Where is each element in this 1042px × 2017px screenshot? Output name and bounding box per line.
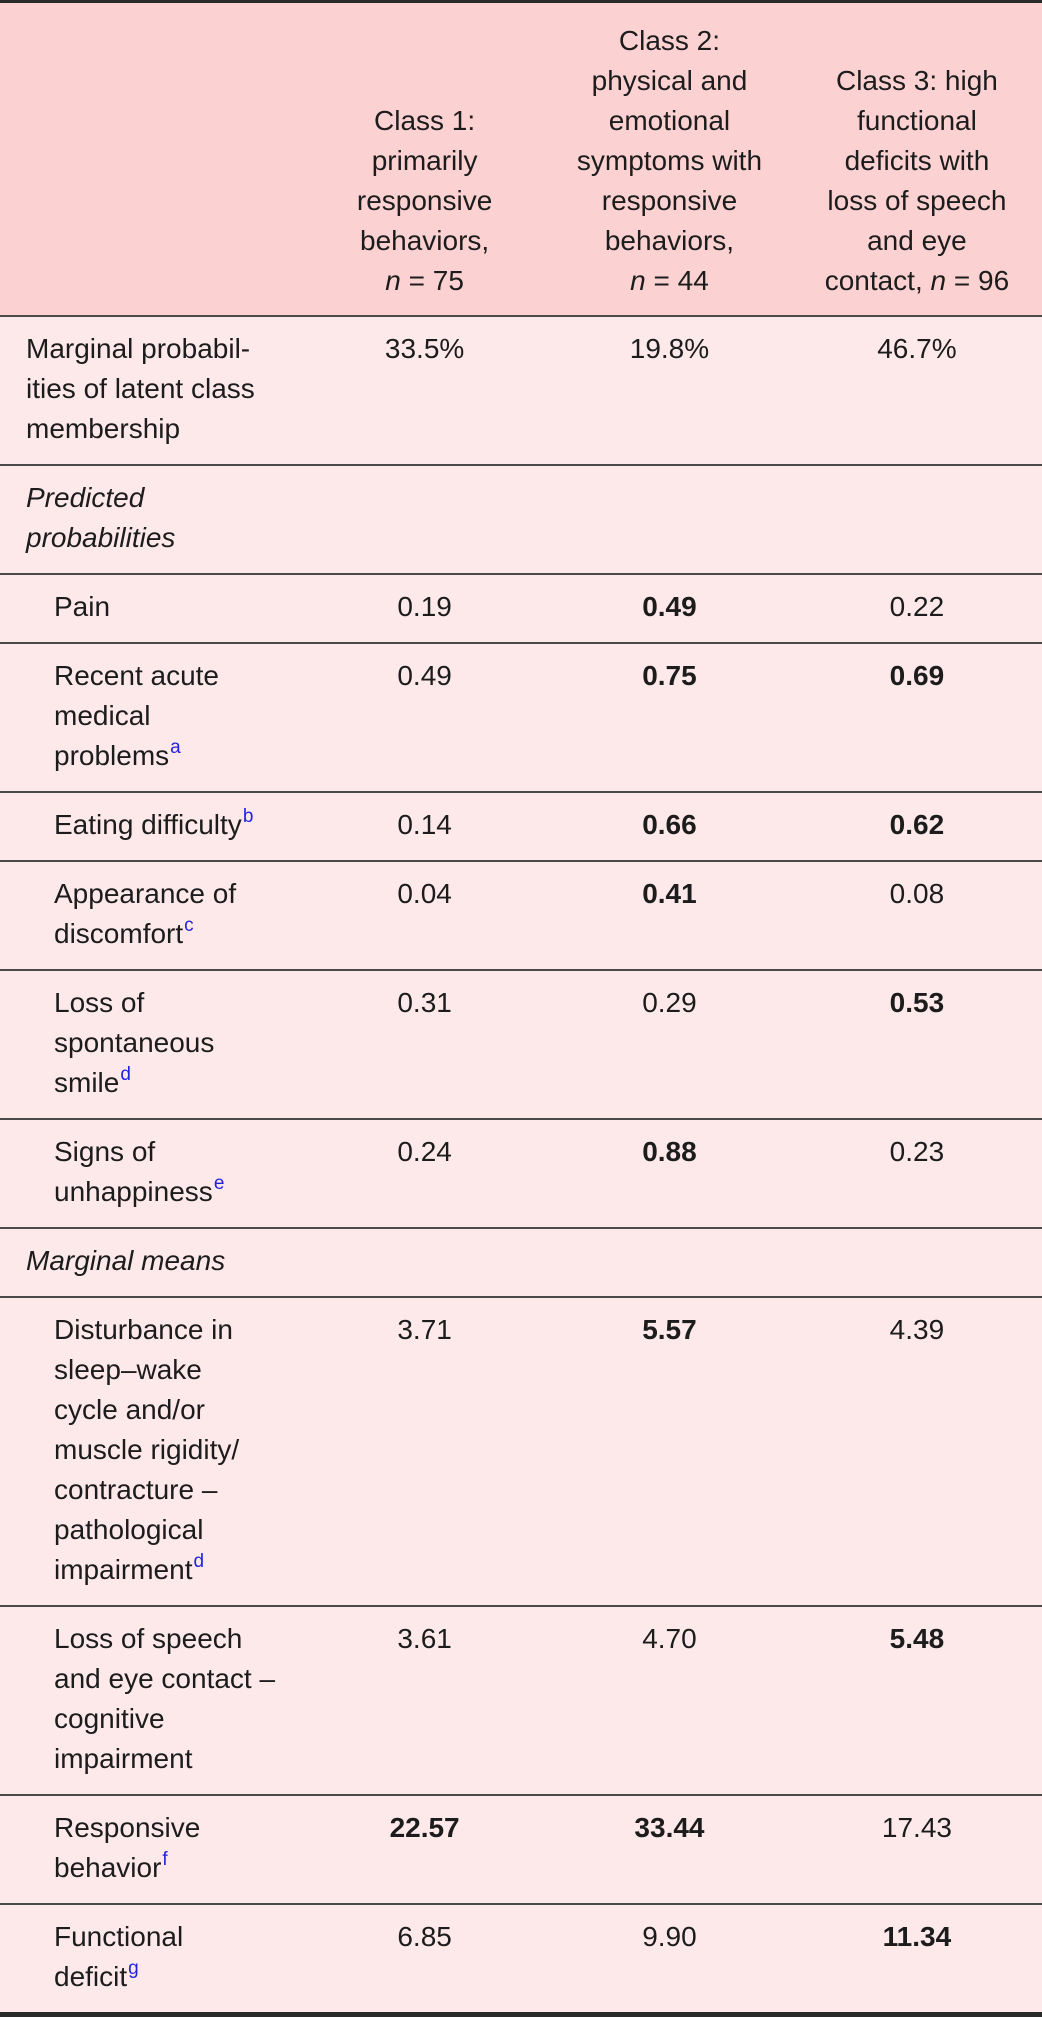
- cell-value: [302, 466, 547, 573]
- section-row: Predicted probabilities: [0, 464, 1042, 573]
- cell-value: 0.14: [397, 809, 452, 840]
- column-n-label: n = 75: [385, 265, 464, 296]
- cell-value: 4.39: [889, 1314, 945, 1345]
- cell-value: 3.61: [397, 1623, 452, 1654]
- table-row: Recent acute medical problemsa 0.49 0.75…: [0, 642, 1042, 791]
- table-row: Disturbance in sleep–wake cycle and/or m…: [0, 1296, 1042, 1605]
- cell-value: 6.85: [397, 1921, 452, 1952]
- row-label: Eating difficulty: [54, 809, 242, 840]
- cell-value: 0.49: [397, 660, 452, 691]
- cell-value: 4.70: [642, 1623, 697, 1654]
- cell-value: 0.08: [889, 878, 945, 909]
- cell-value: 0.66: [642, 809, 697, 840]
- cell-value: 0.88: [642, 1136, 697, 1167]
- column-title: Class 2: physical and emotional symptoms…: [576, 25, 763, 256]
- table-row: Marginal probabil- ities of latent class…: [0, 317, 1042, 464]
- row-label: Responsive behavior: [54, 1812, 201, 1883]
- cell-value: 0.41: [642, 878, 697, 909]
- footnote-marker[interactable]: a: [170, 736, 181, 758]
- column-n-label: contact, n = 96: [824, 265, 1010, 296]
- cell-value: 17.43: [881, 1812, 952, 1843]
- cell-value: 33.5%: [384, 333, 465, 364]
- table-row: Loss of speech and eye contact – cogniti…: [0, 1605, 1042, 1794]
- row-label: Marginal means: [26, 1245, 226, 1276]
- cell-value: 0.19: [397, 591, 452, 622]
- table-row: Pain 0.19 0.49 0.22: [0, 573, 1042, 642]
- footnote-marker[interactable]: d: [193, 1550, 205, 1572]
- row-label: Marginal probabil- ities of latent class…: [26, 333, 255, 444]
- cell-value: 22.57: [389, 1812, 460, 1843]
- footnote-marker[interactable]: g: [128, 1957, 139, 1979]
- cell-value: 0.29: [642, 987, 697, 1018]
- row-label: Loss of speech and eye contact – cogniti…: [54, 1623, 276, 1774]
- cell-value: 0.69: [889, 660, 945, 691]
- cell-value: [302, 1229, 547, 1296]
- row-label: Signs of unhappiness: [54, 1136, 213, 1207]
- header-cell-class-1: Class 1: primarily responsive behaviors,…: [302, 3, 547, 315]
- cell-value: 0.53: [889, 987, 945, 1018]
- cell-value: 0.22: [889, 591, 945, 622]
- cell-value: 3.71: [397, 1314, 452, 1345]
- column-n-label: n = 44: [630, 265, 709, 296]
- header-cell-class-3: Class 3: high functional deficits with l…: [792, 3, 1042, 315]
- cell-value: [792, 466, 1042, 573]
- cell-value: 46.7%: [877, 333, 957, 364]
- cell-value: 0.24: [397, 1136, 452, 1167]
- table-row: Loss of spontaneous smiled 0.31 0.29 0.5…: [0, 969, 1042, 1118]
- header-corner-cell: [0, 3, 302, 315]
- row-label: Pain: [54, 591, 111, 622]
- cell-value: [547, 466, 792, 573]
- footnote-marker[interactable]: b: [242, 805, 254, 827]
- cell-value: 5.48: [889, 1623, 945, 1654]
- column-title: Class 3: high functional deficits with l…: [827, 65, 1007, 256]
- table-row: Responsive behaviorf 22.57 33.44 17.43: [0, 1794, 1042, 1903]
- cell-value: 0.49: [642, 591, 697, 622]
- table-row: Appearance of discomfortc 0.04 0.41 0.08: [0, 860, 1042, 969]
- cell-value: 5.57: [642, 1314, 697, 1345]
- table-header: Class 1: primarily responsive behaviors,…: [0, 3, 1042, 317]
- cell-value: 11.34: [882, 1921, 952, 1952]
- footnote-marker[interactable]: d: [120, 1063, 131, 1085]
- column-title: Class 1: primarily responsive behaviors,: [356, 105, 493, 256]
- cell-value: 19.8%: [629, 333, 710, 364]
- table-row: Eating difficultyb 0.14 0.66 0.62: [0, 791, 1042, 860]
- cell-value: 0.75: [642, 660, 697, 691]
- row-label: Disturbance in sleep–wake cycle and/or m…: [54, 1314, 240, 1585]
- row-label: Functional deficit: [54, 1921, 184, 1992]
- cell-value: 33.44: [634, 1812, 705, 1843]
- header-cell-class-2: Class 2: physical and emotional symptoms…: [547, 3, 792, 315]
- row-label: Predicted probabilities: [26, 482, 176, 553]
- row-label: Loss of spontaneous smile: [54, 987, 215, 1098]
- cell-value: 0.31: [397, 987, 452, 1018]
- cell-value: 0.23: [889, 1136, 945, 1167]
- cell-value: 0.04: [397, 878, 452, 909]
- table-body: Marginal probabil- ities of latent class…: [0, 317, 1042, 2012]
- cell-value: 0.62: [889, 809, 945, 840]
- cell-value: 9.90: [642, 1921, 697, 1952]
- row-label: Recent acute medical problems: [54, 660, 219, 771]
- cell-value: [792, 1229, 1042, 1296]
- table-row: Functional deficitg 6.85 9.90 11.34: [0, 1903, 1042, 2012]
- table-row: Signs of unhappinesse 0.24 0.88 0.23: [0, 1118, 1042, 1227]
- cell-value: [547, 1229, 792, 1296]
- footnote-marker[interactable]: c: [184, 914, 194, 936]
- footnote-marker[interactable]: e: [213, 1172, 225, 1194]
- section-row: Marginal means: [0, 1227, 1042, 1296]
- row-label: Appearance of discomfort: [54, 878, 237, 949]
